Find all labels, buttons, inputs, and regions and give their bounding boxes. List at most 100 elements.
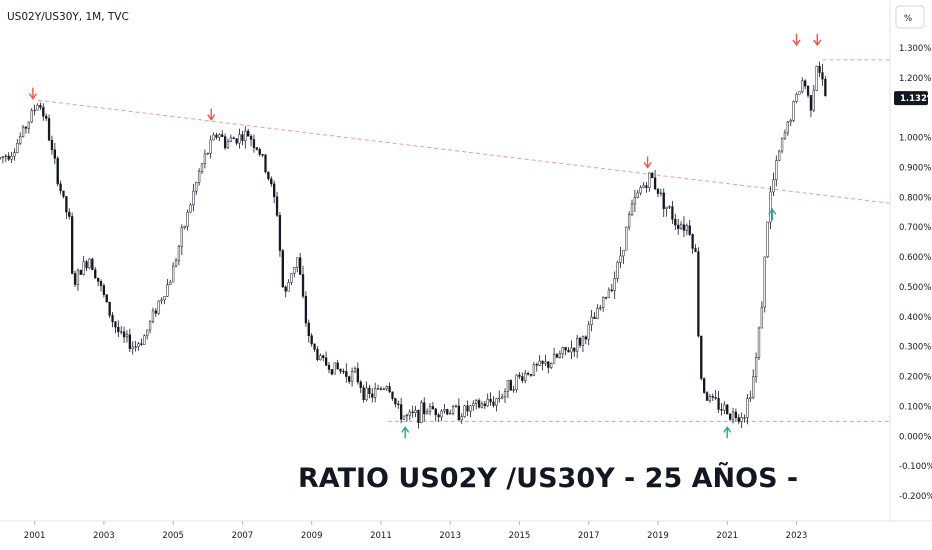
candle-body <box>552 354 556 364</box>
candle-body <box>189 204 192 213</box>
candle-body <box>665 206 668 209</box>
candle-body <box>685 225 688 231</box>
candle-body <box>801 80 804 92</box>
x-tick-label: 2013 <box>439 531 461 541</box>
candle-body <box>0 157 2 159</box>
scale-button-box[interactable] <box>895 5 925 29</box>
candle-body <box>529 374 533 376</box>
candle-body <box>96 277 100 282</box>
x-tick-label: 2019 <box>647 531 669 541</box>
candle-body <box>16 143 19 153</box>
candle-body <box>420 402 423 423</box>
candle-body <box>760 306 764 329</box>
candle-body <box>414 410 417 413</box>
candle-body <box>131 346 134 349</box>
candle-body <box>166 284 169 297</box>
candle-body <box>53 149 56 159</box>
candle-body <box>604 297 608 299</box>
candle-body <box>812 89 815 111</box>
candle-body <box>639 187 642 194</box>
candle-body <box>679 224 683 229</box>
candle-body <box>47 118 51 141</box>
candle-body <box>483 403 486 407</box>
candle-body <box>278 215 282 251</box>
candle-body <box>79 269 82 275</box>
candle-body <box>379 388 383 390</box>
y-tick-label: 0.000% <box>899 432 931 442</box>
candle-body <box>399 404 403 420</box>
candle-body <box>356 368 359 383</box>
candle-body <box>726 404 729 415</box>
candle-body <box>789 120 792 123</box>
candle-body <box>203 153 207 165</box>
candle-body <box>466 405 469 412</box>
candle-body <box>783 132 787 139</box>
candle-body <box>417 410 420 423</box>
candle-body <box>806 85 810 96</box>
candle-body <box>252 139 256 148</box>
candle-body <box>564 347 567 351</box>
candle-body <box>596 308 599 319</box>
candle-body <box>541 360 544 364</box>
candle-body <box>524 373 527 381</box>
candle-body <box>786 121 789 134</box>
candle-body <box>7 155 10 160</box>
x-tick-label: 2005 <box>162 531 184 541</box>
candle-body <box>313 343 316 350</box>
candle-body <box>160 299 163 302</box>
candle-body <box>125 334 129 338</box>
candle-body <box>656 188 660 194</box>
candle-body <box>102 285 106 295</box>
candle-body <box>275 196 279 216</box>
candle-body <box>651 172 654 179</box>
scale-button[interactable]: % <box>895 5 925 29</box>
candle-body <box>446 409 449 415</box>
candle-body <box>183 226 186 228</box>
y-tick-label: 0.100% <box>899 402 931 412</box>
candle-body <box>535 364 538 366</box>
candle-body <box>324 357 328 366</box>
candle-body <box>440 410 443 418</box>
trendline-layer <box>38 59 891 422</box>
candle-body <box>368 387 371 395</box>
candle-body <box>590 316 593 325</box>
candle-body <box>772 179 775 193</box>
candle-body <box>284 286 287 292</box>
candle-body <box>241 134 244 141</box>
candle-body <box>509 380 512 391</box>
candle-body <box>728 413 732 420</box>
candle-body <box>498 397 501 400</box>
scale-button-label[interactable]: % <box>904 14 912 24</box>
candle-body <box>824 78 827 97</box>
candle-body <box>778 150 781 161</box>
arrow-down-icon <box>813 33 822 47</box>
candle-body <box>705 392 709 401</box>
candle-body <box>454 405 458 408</box>
arrow-head <box>723 426 732 433</box>
candle-body <box>327 364 331 370</box>
candle-body <box>307 322 310 336</box>
candle-body <box>91 258 94 270</box>
candle-body <box>518 374 521 377</box>
arrow-down-icon <box>28 87 37 100</box>
candle-body <box>223 136 227 149</box>
candle-body <box>342 370 345 373</box>
last-price-label: 1.132% <box>894 91 932 106</box>
candle-body <box>469 405 472 412</box>
candle-body <box>443 409 446 412</box>
candle-body <box>561 347 564 355</box>
candle-body <box>703 378 706 393</box>
arrow-head <box>28 93 37 100</box>
candle-body <box>627 214 631 228</box>
candle-body <box>659 192 663 194</box>
candle-body <box>94 269 97 279</box>
candle-body <box>584 336 587 340</box>
candle-body <box>691 234 694 249</box>
candle-body <box>310 335 313 345</box>
candle-body <box>780 137 784 152</box>
candle-body <box>270 178 273 185</box>
candle-body <box>769 191 772 223</box>
arrow-down-icon <box>643 156 652 169</box>
candle-body <box>437 414 440 418</box>
